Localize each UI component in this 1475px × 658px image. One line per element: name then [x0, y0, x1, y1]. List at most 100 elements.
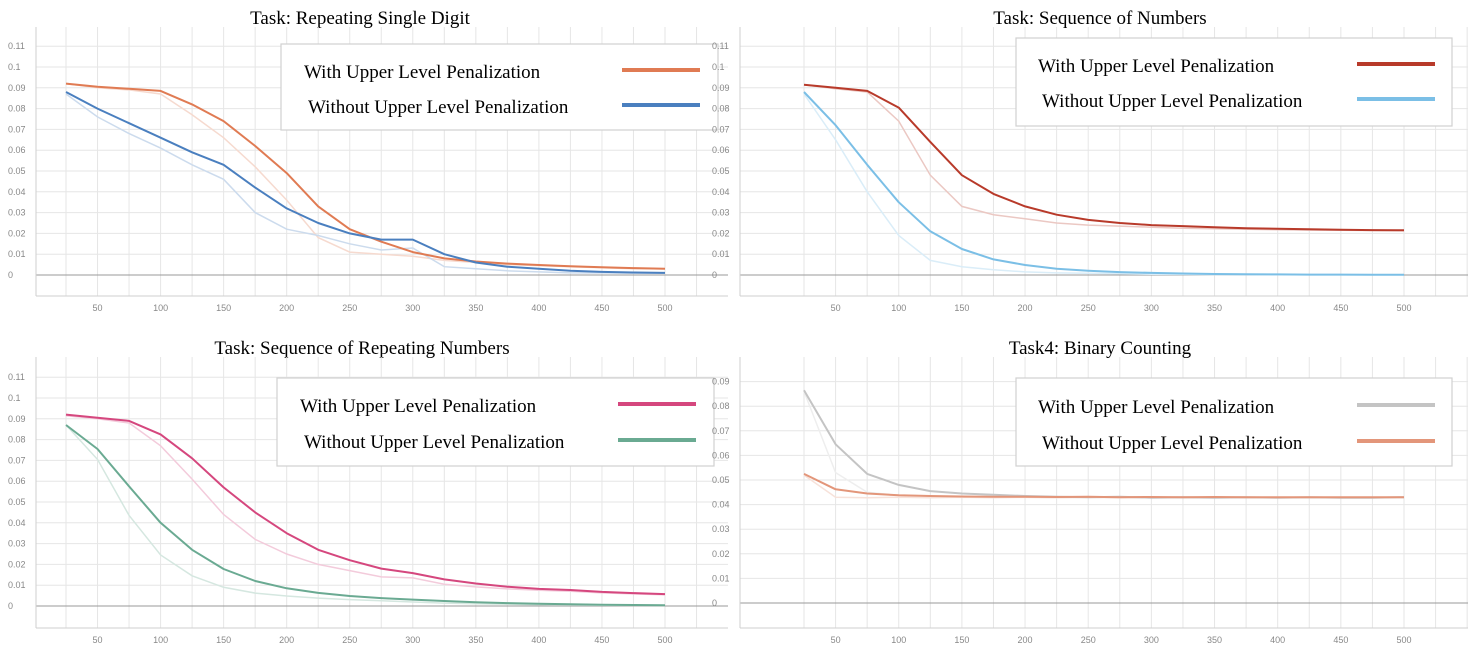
y-tick-label: 0: [8, 270, 13, 280]
y-tick-label: 0.11: [8, 372, 25, 382]
x-tick-label: 350: [1207, 635, 1222, 645]
x-tick-label: 50: [93, 303, 103, 313]
x-tick-label: 450: [594, 635, 609, 645]
chart-panel-1: Task: Repeating Single Digit 0 0.01 0.02 0.0…: [8, 8, 728, 313]
y-tick-label: 0.02: [8, 228, 26, 238]
series-raw-line-2: [65, 93, 665, 275]
y-tick-label: 0.03: [712, 208, 730, 218]
y-tick-label: 0.09: [712, 377, 730, 387]
x-tick-label: 50: [93, 635, 103, 645]
chart-panel-2: Task: Sequence of Numbers 0 0.01 0.02 0.03 0.…: [712, 8, 1468, 313]
x-tick-label: 200: [279, 303, 294, 313]
legend-label-2: Without Upper Level Penalization: [308, 97, 569, 118]
y-tick-label: 0.08: [8, 104, 26, 114]
y-tick-label: 0.09: [8, 83, 26, 93]
x-tick-label: 500: [1396, 635, 1411, 645]
x-tick-label: 250: [1081, 635, 1096, 645]
series-line-1: [65, 413, 666, 596]
x-tick-label: 400: [1270, 635, 1285, 645]
y-tick-label: 0.01: [8, 249, 26, 259]
series-line-2: [65, 424, 666, 607]
legend-label-2: Without Upper Level Penalization: [1042, 433, 1303, 454]
series-line-1: [803, 83, 1405, 232]
x-tick-label: 300: [1144, 303, 1159, 313]
y-tick-label: 0.08: [8, 435, 26, 445]
x-tick-label: 200: [1018, 635, 1033, 645]
y-tick-label: 0: [8, 601, 13, 611]
legend: With Upper Level Penalization Without Upp…: [276, 377, 715, 467]
legend-label-2: Without Upper Level Penalization: [1042, 91, 1303, 112]
legend-box: [1015, 37, 1453, 127]
x-tick-label: 450: [1333, 303, 1348, 313]
y-tick-label: 0.01: [8, 580, 26, 590]
y-tick-label: 0.04: [712, 187, 730, 197]
x-tick-label: 350: [468, 303, 483, 313]
x-tick-label: 250: [1081, 303, 1096, 313]
y-tick-label: 0.02: [712, 228, 730, 238]
legend-label-1: With Upper Level Penalization: [300, 396, 537, 417]
y-tick-label: 0.09: [8, 414, 26, 424]
y-tick-label: 0.07: [8, 455, 26, 465]
y-tick-label: 0.05: [712, 166, 730, 176]
y-tick-label: 0.05: [8, 166, 26, 176]
y-tick-label: 0.02: [712, 549, 730, 559]
x-tick-label: 350: [468, 635, 483, 645]
x-tick-label: 450: [1333, 635, 1348, 645]
chart-panel-3: Task: Sequence of Repeating Numbers 0 0.01…: [8, 338, 728, 645]
x-tick-label: 450: [594, 303, 609, 313]
x-tick-label: 400: [531, 635, 546, 645]
y-tick-label: 0: [712, 270, 717, 280]
legend-box: [1015, 377, 1453, 467]
chart-title: Task: Sequence of Numbers: [993, 8, 1206, 29]
x-tick-label: 100: [891, 635, 906, 645]
y-tick-label: 0.1: [8, 393, 21, 403]
y-tick-label: 0.1: [712, 62, 725, 72]
series-raw-line-1: [65, 414, 666, 596]
x-tick-label: 150: [216, 303, 231, 313]
y-tick-label: 0.02: [8, 559, 26, 569]
y-tick-label: 0.07: [712, 124, 730, 134]
series-line-1: [65, 82, 666, 270]
chart-title: Task: Repeating Single Digit: [250, 8, 471, 29]
x-tick-label: 300: [405, 635, 420, 645]
series-line-2: [803, 473, 1404, 499]
y-tick-label: 0.05: [8, 497, 26, 507]
y-tick-label: 0.06: [8, 476, 26, 486]
legend: With Upper Level Penalization Without Upp…: [1015, 377, 1453, 467]
x-tick-label: 250: [342, 635, 357, 645]
y-tick-label: 0.06: [8, 145, 26, 155]
x-tick-label: 200: [1018, 303, 1033, 313]
y-tick-label: 0.11: [712, 41, 729, 51]
y-tick-label: 0.08: [712, 104, 730, 114]
legend-box: [280, 43, 719, 131]
x-tick-label: 400: [531, 303, 546, 313]
y-tick-label: 0.11: [8, 41, 25, 51]
x-tick-label: 300: [405, 303, 420, 313]
x-tick-label: 500: [657, 303, 672, 313]
x-tick-label: 400: [1270, 303, 1285, 313]
x-tick-label: 150: [954, 303, 969, 313]
y-tick-label: 0.07: [8, 124, 26, 134]
y-tick-label: 0.1: [8, 62, 21, 72]
y-tick-label: 0.06: [712, 145, 730, 155]
y-tick-label: 0.09: [712, 83, 730, 93]
x-tick-label: 100: [891, 303, 906, 313]
x-tick-label: 50: [831, 303, 841, 313]
legend-box: [276, 377, 715, 467]
y-tick-label: 0.03: [712, 524, 730, 534]
y-tick-label: 0.08: [712, 401, 730, 411]
y-tick-label: 0.01: [712, 249, 730, 259]
series-line-2: [803, 91, 1404, 276]
x-tick-label: 500: [657, 635, 672, 645]
x-tick-label: 250: [342, 303, 357, 313]
x-tick-label: 500: [1396, 303, 1411, 313]
x-tick-label: 50: [831, 635, 841, 645]
legend-label-1: With Upper Level Penalization: [1038, 56, 1275, 77]
x-tick-label: 350: [1207, 303, 1222, 313]
y-tick-label: 0.03: [8, 539, 26, 549]
x-tick-label: 300: [1144, 635, 1159, 645]
legend-label-1: With Upper Level Penalization: [304, 62, 541, 83]
y-tick-label: 0.04: [712, 500, 730, 510]
legend: With Upper Level Penalization Without Upp…: [1015, 37, 1453, 127]
